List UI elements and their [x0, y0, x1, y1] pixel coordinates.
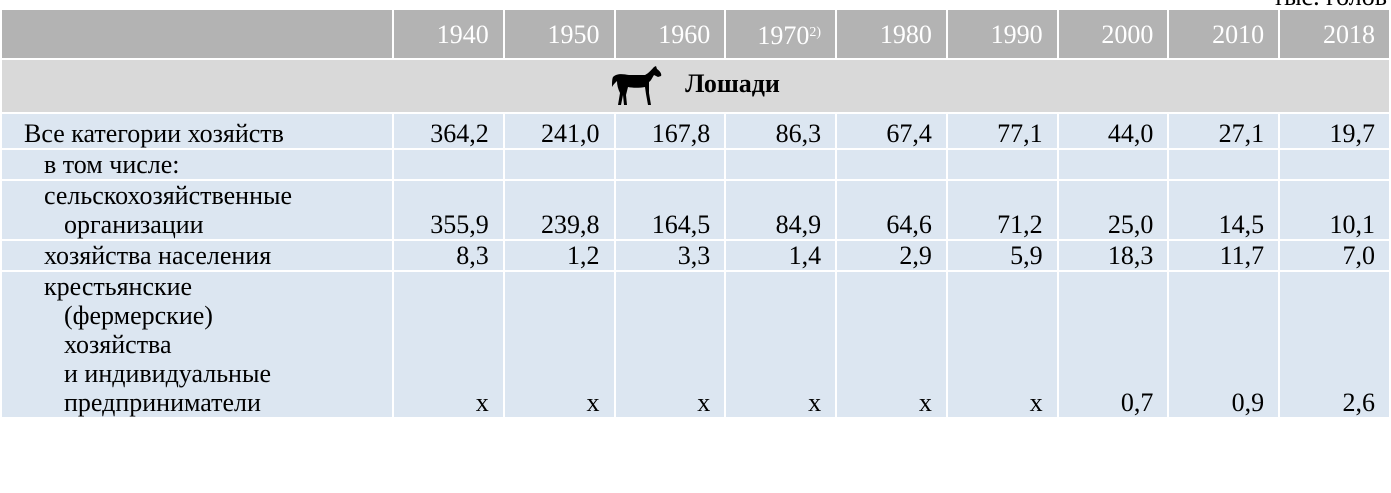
- row-label: Все категории хозяйств: [0, 112, 394, 150]
- unit-label: тыс. голов: [1273, 0, 1387, 12]
- row-label: в том числе:: [0, 148, 394, 181]
- table-row: в том числе:: [0, 148, 1391, 181]
- value-cell: 25,0: [1056, 179, 1170, 241]
- value-cell: 364,2: [392, 112, 505, 150]
- value-cell: 355,9: [392, 179, 505, 241]
- table-row: хозяйства населения 8,3 1,2 3,3 1,4 2,9 5,9 18,…: [0, 239, 1391, 272]
- section-row: Лошади: [0, 58, 1391, 114]
- value-cell: 8,3: [392, 239, 505, 272]
- value-cell: 2,6: [1278, 270, 1391, 419]
- label-line: Все категории хозяйств: [24, 119, 284, 148]
- value-cell: [1056, 148, 1170, 181]
- value-cell: [1278, 148, 1391, 181]
- label-line: хозяйства населения: [44, 241, 272, 270]
- value-cell: 0,9: [1167, 270, 1281, 419]
- value-cell: 7,0: [1278, 239, 1391, 272]
- year-header: 1990: [945, 8, 1059, 60]
- value-cell: 27,1: [1167, 112, 1281, 150]
- value-cell: x: [835, 270, 948, 419]
- row-label: крестьянские (фермерские) хозяйства и индив…: [0, 270, 394, 419]
- year-note: 2): [809, 25, 822, 40]
- year-header: 1950: [502, 8, 616, 60]
- value-cell: [1167, 148, 1281, 181]
- value-cell: 84,9: [724, 179, 838, 241]
- year: 1950: [547, 19, 600, 49]
- year-header: 2018: [1278, 8, 1391, 60]
- value-cell: 5,9: [945, 239, 1059, 272]
- value-cell: 3,3: [613, 239, 727, 272]
- value-cell: 77,1: [945, 112, 1059, 150]
- value-cell: 2,9: [835, 239, 948, 272]
- year-header: 19702): [724, 8, 838, 60]
- data-table: 1940 1950 1960 19702) 1980 1990 2000 2010 2018 Ло…: [0, 8, 1391, 419]
- label-line: (фермерские): [64, 301, 213, 330]
- section-title: Лошади: [685, 68, 780, 98]
- value-cell: 44,0: [1056, 112, 1170, 150]
- value-cell: 1,4: [724, 239, 838, 272]
- label-line: и индивидуальные: [64, 359, 271, 388]
- value-cell: [835, 148, 948, 181]
- table-row: Все категории хозяйств 364,2 241,0 167,8 86,…: [0, 112, 1391, 150]
- year: 1980: [879, 19, 932, 49]
- value-cell: 241,0: [502, 112, 616, 150]
- header-row: 1940 1950 1960 19702) 1980 1990 2000 2010 2018: [0, 8, 1391, 60]
- year-header: 1940: [392, 8, 505, 60]
- horse-icon: [612, 66, 662, 105]
- value-cell: 10,1: [1278, 179, 1391, 241]
- table-row: крестьянские (фермерские) хозяйства и индив…: [0, 270, 1391, 419]
- value-cell: x: [613, 270, 727, 419]
- section-cell: Лошади: [0, 58, 1391, 114]
- value-cell: 167,8: [613, 112, 727, 150]
- label-line: хозяйства: [64, 330, 172, 359]
- value-cell: 239,8: [502, 179, 616, 241]
- year: 1990: [990, 19, 1043, 49]
- value-cell: [613, 148, 727, 181]
- horse-shape: [612, 66, 662, 105]
- value-cell: 19,7: [1278, 112, 1391, 150]
- value-cell: [502, 148, 616, 181]
- value-cell: 67,4: [835, 112, 948, 150]
- value-cell: 14,5: [1167, 179, 1281, 241]
- row-label: хозяйства населения: [0, 239, 394, 272]
- value-cell: 11,7: [1167, 239, 1281, 272]
- value-cell: x: [945, 270, 1059, 419]
- value-cell: x: [392, 270, 505, 419]
- year: 1940: [436, 19, 489, 49]
- value-cell: 18,3: [1056, 239, 1170, 272]
- value-cell: 0,7: [1056, 270, 1170, 419]
- year-header: 1960: [613, 8, 727, 60]
- value-cell: 1,2: [502, 239, 616, 272]
- value-cell: [724, 148, 838, 181]
- header-blank: [0, 8, 394, 60]
- value-cell: x: [502, 270, 616, 419]
- year: 1960: [658, 19, 711, 49]
- value-cell: [392, 148, 505, 181]
- year-header: 1980: [835, 8, 948, 60]
- value-cell: 71,2: [945, 179, 1059, 241]
- value-cell: 86,3: [724, 112, 838, 150]
- year: 2000: [1101, 19, 1154, 49]
- value-cell: [945, 148, 1059, 181]
- label-line: предприниматели: [64, 388, 261, 417]
- year-header: 2000: [1056, 8, 1170, 60]
- year: 1970: [757, 21, 810, 50]
- year-header: 2010: [1167, 8, 1281, 60]
- year: 2018: [1323, 19, 1375, 49]
- year: 2010: [1212, 19, 1265, 49]
- value-cell: 164,5: [613, 179, 727, 241]
- label-line: в том числе:: [44, 150, 180, 179]
- label-line: сельскохозяйственные: [44, 181, 292, 210]
- row-label: сельскохозяйственные организации: [0, 179, 394, 241]
- value-cell: x: [724, 270, 838, 419]
- value-cell: 64,6: [835, 179, 948, 241]
- label-line: организации: [64, 210, 204, 239]
- table-row: сельскохозяйственные организации 355,9 239,…: [0, 179, 1391, 241]
- label-line: крестьянские: [44, 272, 193, 301]
